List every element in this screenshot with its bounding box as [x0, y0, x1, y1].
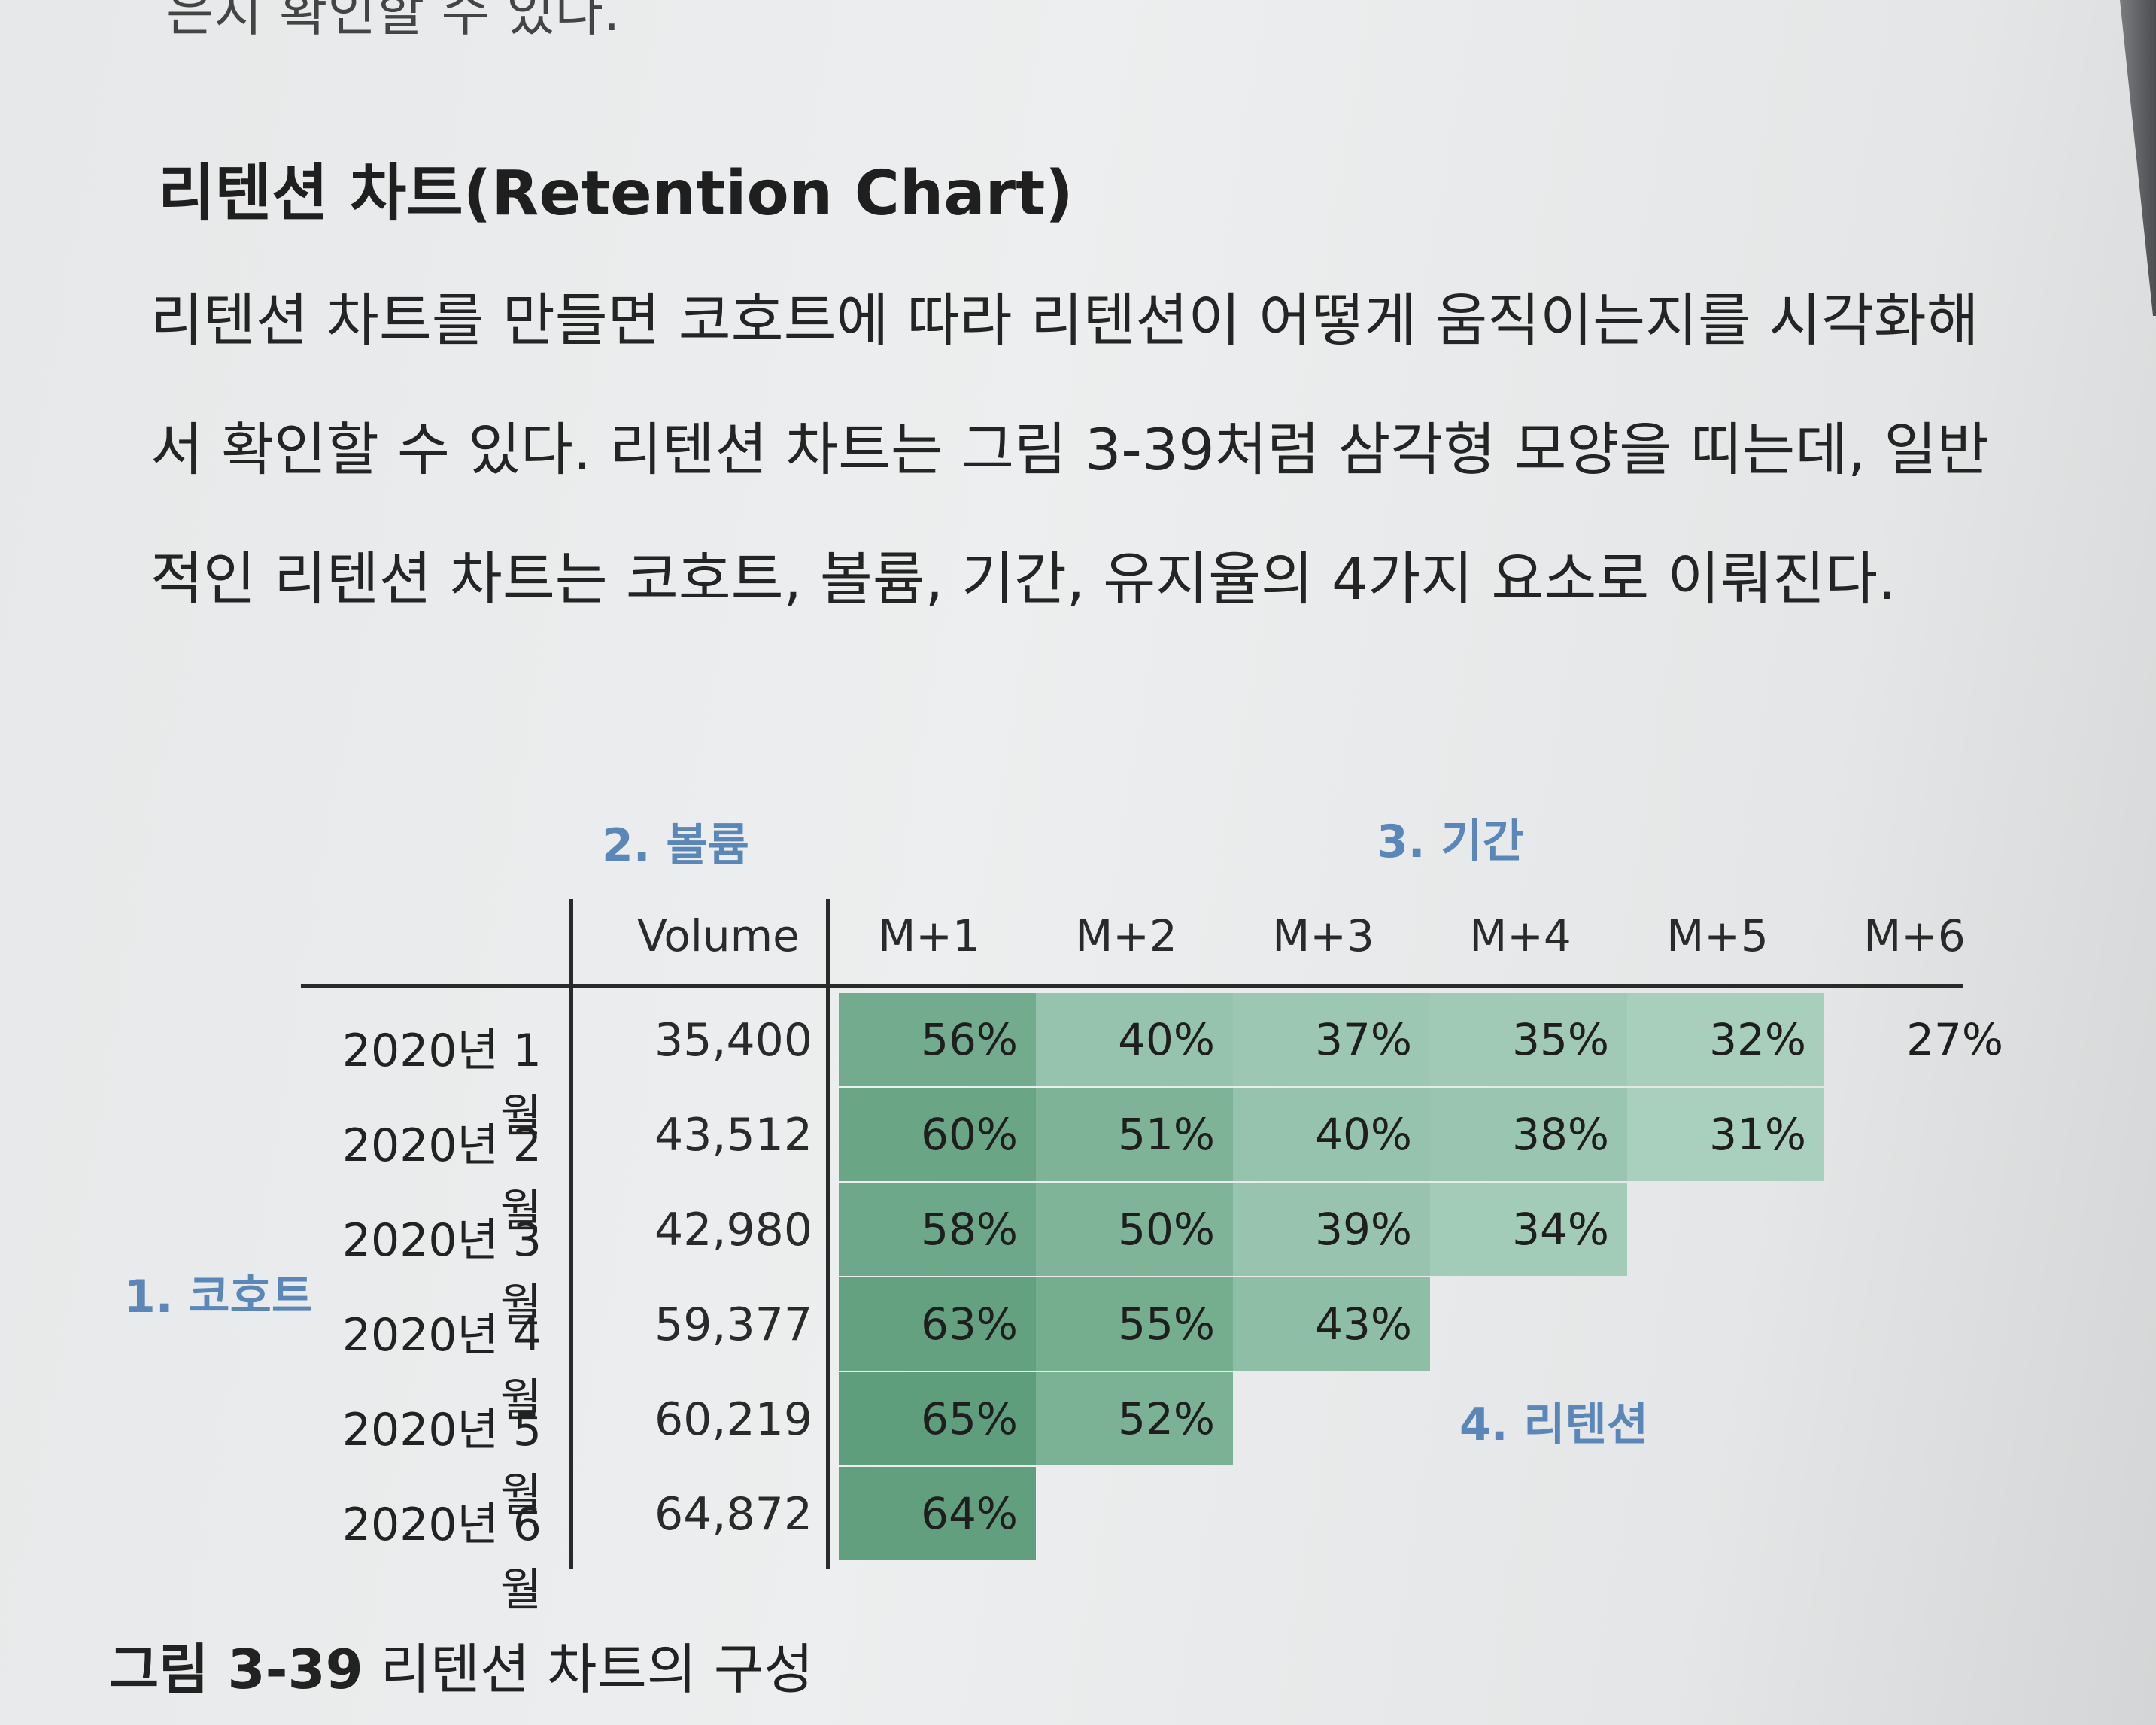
retention-cell: 31% [1627, 1088, 1824, 1181]
volume-value: 42,980 [654, 1204, 812, 1256]
retention-cell: 43% [1233, 1277, 1430, 1371]
figure-caption: 그림 3-39 리텐션 차트의 구성 [109, 1625, 813, 1704]
page-edge-shadow [2120, 0, 2156, 316]
retention-cell: 51% [1036, 1088, 1233, 1181]
cohort-label: 2020년 1월 [342, 1025, 542, 1143]
cohort-label: 2020년 4월 [342, 1309, 542, 1427]
volume-value: 35,400 [654, 1014, 812, 1067]
column-header-period: M+2 [1075, 910, 1177, 961]
column-header-period: M+6 [1863, 910, 1966, 961]
cohort-label: 2020년 2월 [342, 1119, 542, 1238]
retention-cell: 50% [1036, 1183, 1233, 1276]
retention-cell: 27% [1906, 1014, 2003, 1065]
retention-cell: 55% [1036, 1277, 1233, 1371]
volume-value: 59,377 [654, 1298, 812, 1351]
annotation-cohort: 1. 코호트 [124, 1271, 314, 1323]
previous-text-fragment: 은지 확인할 수 있다. [165, 0, 621, 43]
column-header-period: M+1 [878, 910, 980, 961]
cohort-label: 2020년 3월 [342, 1214, 542, 1332]
column-header-volume: Volume [637, 910, 800, 961]
column-header-period: M+5 [1666, 910, 1769, 961]
caption-number: 그림 3-39 [109, 1638, 363, 1701]
retention-cell: 35% [1430, 993, 1627, 1086]
retention-cell: 38% [1430, 1088, 1627, 1181]
annotation-volume: 2. 볼륨 [602, 819, 749, 872]
retention-cell: 40% [1036, 993, 1233, 1086]
retention-cell: 58% [839, 1183, 1036, 1276]
retention-cell: 64% [839, 1467, 1036, 1560]
body-paragraph: 리텐션 차트를 만들면 코호트에 따라 리텐션이 어떻게 움직이는지를 시각화해… [150, 287, 1990, 612]
column-header-period: M+3 [1272, 910, 1374, 961]
retention-cell: 39% [1233, 1183, 1430, 1276]
volume-value: 43,512 [654, 1109, 812, 1162]
caption-text: 리텐션 차트의 구성 [380, 1638, 814, 1701]
table-divider-volume [826, 899, 830, 1569]
retention-cell: 40% [1233, 1088, 1430, 1181]
retention-cell: 32% [1627, 993, 1824, 1086]
volume-value: 60,219 [654, 1393, 812, 1446]
annotation-period: 3. 기간 [1377, 815, 1524, 868]
cohort-label: 2020년 6월 [342, 1499, 542, 1617]
retention-cell: 65% [839, 1372, 1036, 1465]
retention-cell: 63% [839, 1277, 1036, 1371]
volume-value: 64,872 [654, 1488, 812, 1541]
column-header-period: M+4 [1469, 910, 1571, 961]
table-header-rule [301, 984, 1963, 988]
retention-cell: 60% [839, 1088, 1036, 1181]
table-divider-cohort [569, 899, 573, 1569]
section-heading: 리텐션 차트(Retention Chart) [158, 158, 1073, 229]
retention-cell: 34% [1430, 1183, 1627, 1276]
retention-cell: 37% [1233, 993, 1430, 1086]
retention-cell: 52% [1036, 1372, 1233, 1465]
annotation-retention: 4. 리텐션 [1459, 1399, 1649, 1451]
retention-cell: 56% [839, 993, 1036, 1086]
cohort-label: 2020년 5월 [342, 1404, 542, 1522]
